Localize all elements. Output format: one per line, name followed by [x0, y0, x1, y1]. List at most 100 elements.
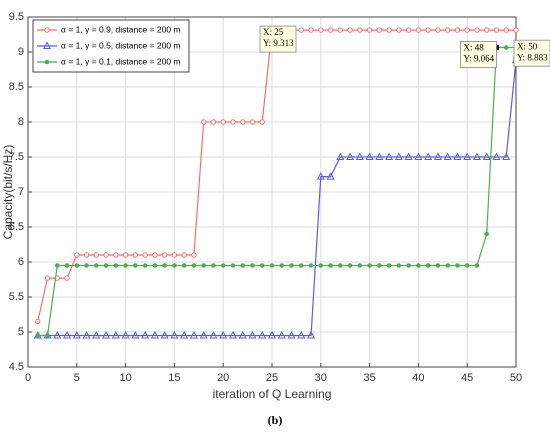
data-point — [267, 330, 277, 339]
data-point — [72, 330, 81, 339]
plot-frame — [27, 16, 517, 368]
y-tick-label: 5 — [18, 326, 24, 338]
data-point — [416, 263, 421, 268]
data-point — [35, 318, 41, 325]
data-point — [209, 330, 218, 339]
data-point — [357, 263, 363, 268]
data-point — [404, 152, 413, 160]
data-point — [484, 231, 490, 237]
data-point — [277, 330, 286, 339]
data-point — [337, 27, 344, 33]
data-point — [162, 263, 167, 268]
data-point — [443, 152, 452, 160]
x-axis-label: iteration of Q Learning — [213, 387, 332, 401]
datatip-box — [259, 25, 297, 53]
data-point — [386, 263, 392, 268]
y-tick-label: 9 — [18, 46, 24, 58]
data-point — [336, 152, 345, 160]
data-point — [250, 263, 255, 268]
data-point — [307, 330, 316, 339]
data-point — [326, 172, 335, 180]
data-point — [240, 263, 246, 268]
data-point — [445, 263, 450, 268]
data-point — [133, 263, 138, 268]
data-point — [103, 263, 109, 268]
data-point — [375, 152, 384, 160]
data-point — [269, 263, 275, 268]
data-point — [463, 152, 472, 160]
data-point — [365, 152, 374, 160]
data-point — [102, 330, 111, 339]
data-point — [455, 263, 460, 268]
data-point — [502, 152, 511, 160]
datatip-box — [460, 41, 497, 68]
data-point — [316, 172, 325, 180]
data-point — [210, 119, 217, 125]
data-point — [367, 263, 372, 268]
data-point — [220, 263, 226, 268]
data-point — [123, 263, 128, 268]
data-point — [181, 252, 187, 258]
x-tick-label: 20 — [217, 372, 229, 384]
data-point — [435, 263, 441, 268]
legend-label: α = 1, γ = 0.5, distance = 200 m — [61, 40, 181, 50]
data-point — [433, 152, 442, 160]
y-tick-label: 5.5 — [9, 291, 24, 303]
data-point — [377, 263, 382, 268]
caption: (b) — [268, 413, 283, 427]
data-point — [199, 330, 208, 339]
data-point — [211, 263, 216, 268]
data-point — [298, 263, 304, 268]
data-point — [82, 330, 91, 339]
data-point — [63, 330, 72, 339]
data-point — [503, 27, 509, 33]
data-point — [318, 27, 324, 33]
legend-label: α = 1, γ = 0.1, distance = 200 m — [61, 56, 181, 66]
datatip-text: X: 50 — [517, 41, 538, 51]
data-point — [219, 330, 228, 339]
data-point — [474, 27, 480, 33]
marker — [44, 27, 50, 33]
data-point — [492, 152, 501, 160]
x-tick-label: 25 — [266, 372, 278, 384]
data-point — [425, 27, 431, 33]
data-point — [181, 263, 187, 268]
x-tick-label: 45 — [461, 372, 473, 384]
data-point — [64, 275, 70, 281]
data-point — [121, 330, 130, 339]
x-tick-label: 35 — [363, 372, 375, 384]
data-point — [200, 119, 207, 125]
data-point — [93, 252, 100, 258]
data-point — [474, 263, 480, 268]
data-point — [464, 27, 470, 33]
data-point — [259, 119, 265, 125]
y-tick-label: 6 — [18, 256, 24, 268]
data-point — [230, 263, 236, 268]
data-point — [113, 252, 119, 258]
data-point — [83, 252, 90, 258]
datatip-text: Y: 8.883 — [517, 52, 548, 62]
data-point — [415, 27, 422, 33]
data-point — [493, 27, 500, 33]
data-point — [308, 27, 314, 33]
data-point — [103, 252, 109, 258]
data-point — [172, 263, 177, 268]
data-point — [424, 152, 433, 160]
data-point — [503, 45, 509, 50]
data-point — [297, 330, 306, 339]
data-point — [298, 27, 304, 33]
data-point — [355, 152, 364, 160]
data-point — [150, 330, 159, 339]
data-point — [425, 263, 431, 268]
data-point — [287, 330, 296, 339]
data-point — [249, 119, 256, 125]
data-point — [396, 27, 402, 33]
data-point — [74, 252, 80, 258]
data-point — [357, 27, 363, 33]
x-tick-label: 40 — [412, 372, 424, 384]
data-point — [406, 263, 411, 268]
data-point — [454, 27, 461, 33]
data-point — [414, 152, 423, 160]
y-tick-label: 4.5 — [9, 361, 24, 373]
data-point — [141, 330, 150, 339]
